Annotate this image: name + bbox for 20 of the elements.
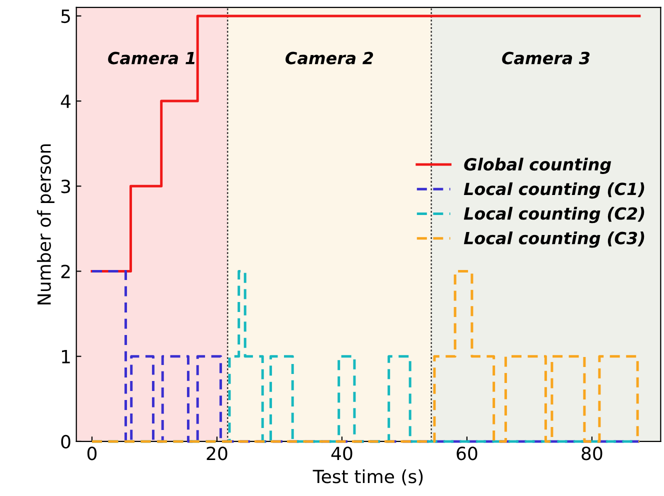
legend-label: Global counting bbox=[464, 158, 612, 174]
band-label: Camera 3 bbox=[502, 52, 590, 64]
y-tick-label: 0 bbox=[61, 434, 70, 449]
x-tick-label: 60 bbox=[456, 446, 478, 460]
band-label: Camera 2 bbox=[286, 52, 374, 64]
y-axis-title: Number of person bbox=[36, 144, 54, 304]
legend-label: Local counting (C3) bbox=[464, 232, 644, 248]
x-tick-label: 80 bbox=[582, 446, 602, 460]
y-tick-label: 2 bbox=[61, 264, 70, 278]
x-axis-title: Test time (s) bbox=[312, 469, 423, 486]
y-tick-label: 1 bbox=[62, 350, 70, 364]
y-tick-label: 5 bbox=[61, 10, 70, 24]
x-tick-label: 40 bbox=[331, 446, 352, 460]
legend-label: Local counting (C1) bbox=[464, 182, 644, 199]
legend-label: Local counting (C2) bbox=[464, 206, 644, 224]
y-tick-label: 4 bbox=[60, 94, 70, 108]
x-tick-label: 20 bbox=[206, 446, 228, 460]
x-tick-label: 0 bbox=[87, 446, 97, 460]
y-tick-label: 3 bbox=[61, 180, 70, 194]
band-label: Camera 1 bbox=[108, 52, 195, 64]
